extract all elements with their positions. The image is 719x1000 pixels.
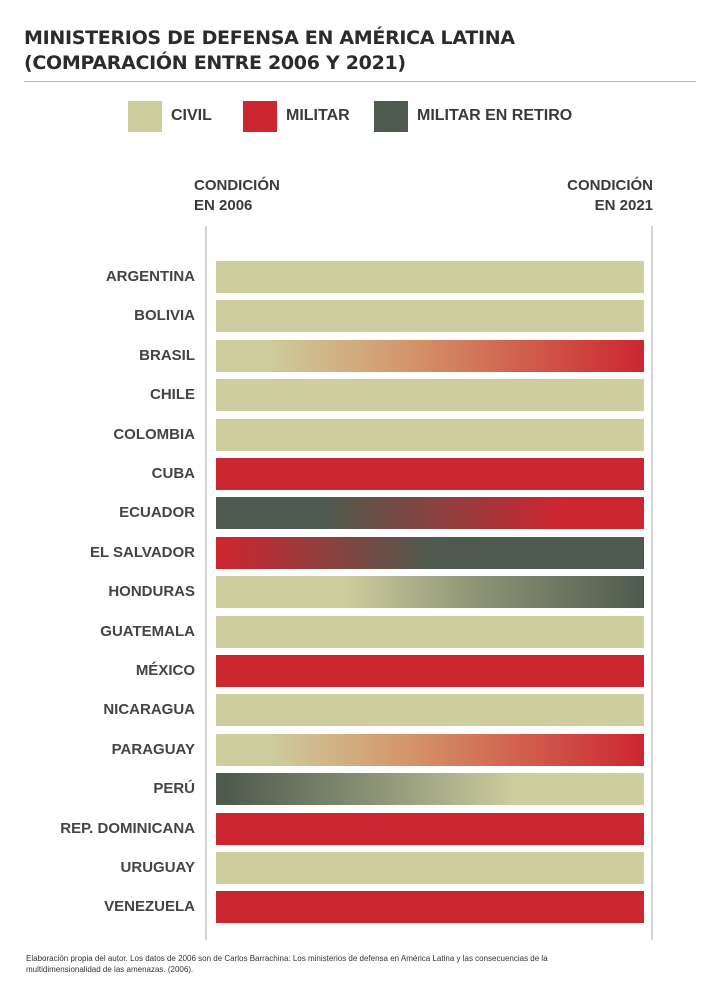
chart-row: MÉXICO (0, 654, 719, 687)
chart-row: ECUADOR (0, 496, 719, 529)
country-label: REP. DOMINICANA (60, 820, 195, 837)
condition-bar (216, 616, 644, 648)
condition-bar (216, 773, 644, 805)
country-label: VENEZUELA (104, 898, 195, 915)
country-label: ECUADOR (119, 504, 195, 521)
country-label: BRASIL (139, 347, 195, 364)
country-label: CHILE (150, 386, 195, 403)
chart-row: REP. DOMINICANA (0, 812, 719, 845)
chart-row: CUBA (0, 457, 719, 490)
condition-bar (216, 734, 644, 766)
title-line-1: MINISTERIOS DE DEFENSA EN AMÉRICA LATINA (24, 27, 515, 49)
country-label: MÉXICO (135, 662, 195, 679)
condition-bar (216, 419, 644, 451)
legend-item-militar-en-retiro: MILITAR EN RETIRO (374, 100, 572, 132)
chart-row: NICARAGUA (0, 693, 719, 726)
column-header-2006-line-2: EN 2006 (194, 197, 253, 214)
country-label: COLOMBIA (113, 426, 195, 443)
condition-bar (216, 261, 644, 293)
country-label: CUBA (151, 465, 195, 482)
condition-bar (216, 340, 644, 372)
chart-row: ARGENTINA (0, 260, 719, 293)
legend-label-militar-en-retiro: MILITAR EN RETIRO (417, 107, 573, 124)
chart-row: PERÚ (0, 772, 719, 805)
chart-row: BRASIL (0, 339, 719, 372)
country-label: EL SALVADOR (89, 544, 195, 561)
title-line-2: (COMPARACIÓN ENTRE 2006 Y 2021) (24, 52, 406, 74)
condition-bar (216, 537, 644, 569)
chart-row: VENEZUELA (0, 890, 719, 923)
condition-bar (216, 300, 644, 332)
condition-bar (216, 497, 644, 529)
chart-row: PARAGUAY (0, 733, 719, 766)
chart-frame (205, 226, 655, 940)
chart-row: GUATEMALA (0, 615, 719, 648)
chart-title: MINISTERIOS DE DEFENSA EN AMÉRICA LATINA… (24, 26, 684, 76)
condition-bar (216, 852, 644, 884)
axis-line-2021 (651, 226, 653, 940)
condition-bar (216, 694, 644, 726)
legend-item-civil: CIVIL (128, 100, 212, 132)
legend-swatch-militar-en-retiro (374, 100, 408, 132)
country-label: ARGENTINA (105, 268, 195, 285)
axis-line-2006 (205, 226, 207, 940)
chart-row: EL SALVADOR (0, 536, 719, 569)
legend-swatch-militar (243, 100, 277, 132)
legend-label-civil: CIVIL (171, 107, 212, 124)
legend-label-militar: MILITAR (286, 107, 350, 124)
column-header-2021: CONDICIÓN EN 2021 (453, 176, 653, 216)
title-divider (24, 81, 696, 82)
condition-bar (216, 379, 644, 411)
condition-bar (216, 458, 644, 490)
country-label: PERÚ (153, 780, 195, 797)
condition-bar (216, 655, 644, 687)
column-header-2021-line-2: EN 2021 (594, 197, 653, 214)
chart-row: COLOMBIA (0, 418, 719, 451)
chart-row: BOLIVIA (0, 299, 719, 332)
column-header-2006-line-1: CONDICIÓN (194, 177, 280, 194)
legend-item-militar: MILITAR (243, 100, 350, 132)
country-label: NICARAGUA (103, 701, 195, 718)
legend-swatch-civil (128, 100, 162, 132)
condition-bar (216, 891, 644, 923)
condition-bar (216, 576, 644, 608)
chart-row: HONDURAS (0, 575, 719, 608)
country-label: GUATEMALA (100, 623, 195, 640)
country-label: URUGUAY (120, 859, 195, 876)
country-label: BOLIVIA (134, 307, 195, 324)
chart-row: URUGUAY (0, 851, 719, 884)
source-footnote: Elaboración propia del autor. Los datos … (26, 954, 548, 974)
legend: CIVIL MILITAR MILITAR EN RETIRO (0, 100, 719, 132)
column-header-2006: CONDICIÓN EN 2006 (194, 176, 394, 216)
column-header-2021-line-1: CONDICIÓN (567, 177, 653, 194)
chart-row: CHILE (0, 378, 719, 411)
country-label: HONDURAS (108, 583, 195, 600)
condition-bar (216, 813, 644, 845)
country-label: PARAGUAY (111, 741, 195, 758)
